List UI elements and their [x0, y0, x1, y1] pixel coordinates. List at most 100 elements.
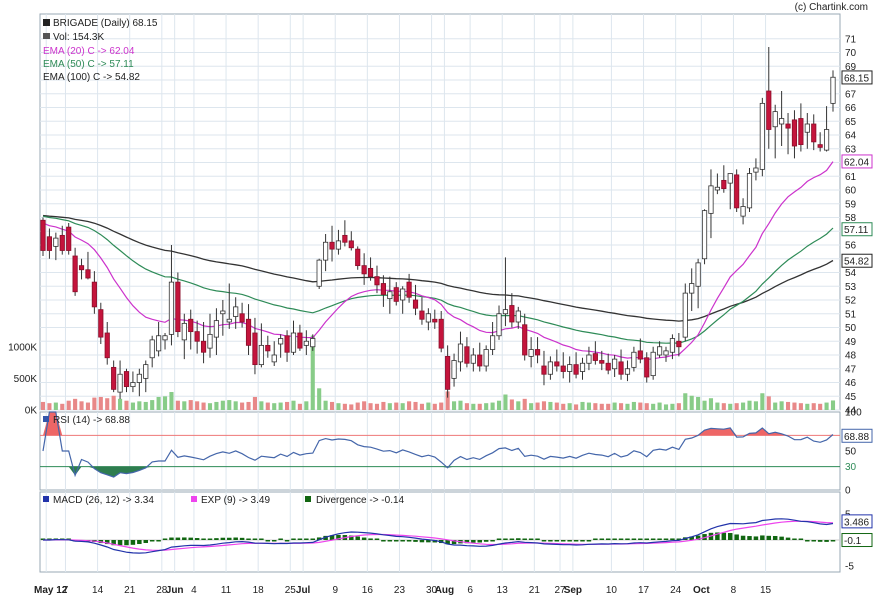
divergence-bar [702, 534, 707, 540]
candle-down [104, 332, 110, 359]
divergence-bar [663, 538, 669, 540]
x-axis-label: 16 [362, 585, 374, 596]
x-axis-label: 11 [221, 585, 232, 596]
x-axis-label: 24 [670, 585, 682, 596]
volume-bar [644, 403, 649, 410]
volume-bar [169, 392, 174, 410]
volume-bar [143, 401, 148, 410]
x-axis-label: 14 [92, 585, 104, 596]
volume-icon [43, 33, 50, 39]
divergence-bar [644, 538, 649, 540]
volume-bar [458, 400, 463, 410]
divergence-bar [528, 538, 534, 540]
candle-down [554, 361, 560, 367]
x-axis-label: Jun [166, 585, 184, 596]
volume-bar [439, 402, 444, 410]
volume-bar [785, 401, 791, 410]
candle-down [367, 267, 374, 278]
price-tick-label: 65 [845, 117, 857, 128]
volume-bar [599, 403, 604, 410]
candle-down [721, 179, 727, 190]
volume-bar [118, 398, 123, 410]
volume-bar [779, 401, 784, 410]
volume-bar [40, 401, 46, 410]
volume-bar [818, 403, 823, 410]
volume-bar [638, 402, 643, 410]
price-axis-ticks: 4445464748495051525354555657585960616263… [8, 34, 862, 572]
divergence-bar [227, 537, 232, 540]
volume-bar [593, 403, 598, 410]
candle-up [624, 368, 631, 375]
divergence-bar [329, 535, 335, 540]
ema-lines [42, 161, 834, 361]
x-axis-label: 21 [124, 585, 136, 596]
volume-bar [606, 403, 611, 410]
divergence-bar [162, 538, 168, 540]
volume-bar [291, 400, 296, 410]
volume-bar [702, 400, 707, 410]
divergence-bar [419, 540, 425, 543]
macd-panel [39, 491, 841, 573]
candle-down [374, 276, 380, 286]
divergence-bar [233, 537, 238, 540]
price-tick-label: 44 [845, 406, 857, 417]
candle-down [541, 365, 547, 375]
legend-rsi: RSI (14) -> 68.88 [53, 415, 130, 426]
price-value-tag-label: 62.04 [844, 157, 869, 168]
macd-tick-label: -5 [845, 562, 854, 573]
divergence-bar [413, 540, 418, 542]
x-axis-label: 8 [731, 585, 737, 596]
candle-up [470, 354, 476, 364]
volume-bar [541, 401, 547, 410]
volume-bar [175, 400, 180, 410]
volume-bar [766, 396, 771, 410]
price-tick-label: 56 [845, 241, 857, 252]
x-axis-label: Aug [435, 585, 454, 596]
divergence-bar [792, 538, 797, 540]
candle-down [412, 299, 419, 309]
x-axis-label: 9 [332, 585, 338, 596]
volume-bar [252, 396, 258, 410]
volume-bar [708, 398, 714, 410]
volume-bar [464, 403, 469, 410]
divergence-bar [715, 532, 720, 540]
x-axis-label: 28 [156, 585, 168, 596]
volume-bar [490, 402, 495, 410]
divergence-bar [734, 534, 739, 540]
volume-bars [40, 335, 836, 410]
volume-bar [336, 403, 341, 410]
candle-up [213, 320, 219, 338]
divergence-bar [593, 538, 598, 540]
divergence-bar [40, 538, 46, 540]
divergence-bar [124, 540, 129, 546]
candle-down [477, 354, 483, 367]
divergence-bar [503, 538, 508, 540]
volume-bar [561, 403, 566, 410]
volume-bar [188, 400, 193, 410]
volume-bar [696, 396, 701, 410]
volume-bar [548, 401, 553, 410]
volume-bar [47, 403, 52, 410]
divergence-bar [201, 538, 206, 540]
candle-down [522, 324, 528, 356]
volume-bar [689, 395, 694, 410]
volume-bar [657, 402, 662, 410]
macd-value-tag [841, 533, 873, 548]
volume-bar [516, 401, 521, 410]
candle-up [567, 364, 573, 372]
divergence-bar [670, 538, 675, 540]
x-axis-label: Oct [693, 585, 710, 596]
price-legend: BRIGADE (Daily) 68.15 Vol: 154.3K EMA (2… [43, 18, 158, 83]
price-tick-label: 50 [845, 323, 857, 334]
candle-down [329, 241, 335, 250]
divergence-bar [169, 537, 174, 540]
candle-down [194, 331, 200, 342]
x-axis-label: 23 [394, 585, 406, 596]
divergence-bar [496, 538, 502, 540]
candle-down [676, 340, 682, 348]
candle-up [689, 283, 695, 294]
candle-down [637, 350, 643, 360]
divergence-bar [580, 540, 585, 542]
divergence-bar [316, 537, 322, 540]
x-axis-label: Jul [296, 585, 311, 596]
